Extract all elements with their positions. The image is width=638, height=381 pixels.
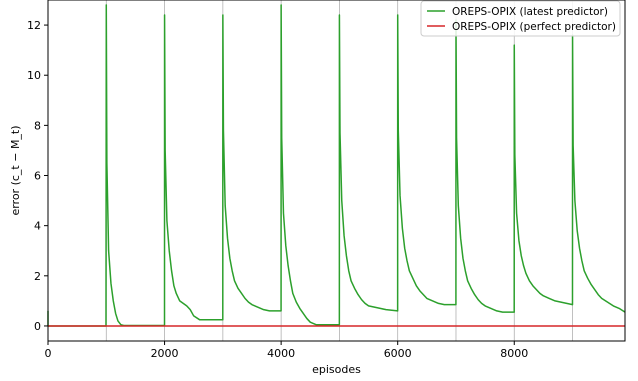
y-tick-label: 12	[27, 19, 41, 32]
x-axis-label: episodes	[312, 363, 361, 376]
legend: OREPS-OPIX (latest predictor) OREPS-OPIX …	[421, 1, 620, 36]
y-tick-label: 8	[34, 119, 41, 132]
y-axis-ticks: 0 2 4 6 8 10 12	[27, 19, 48, 333]
legend-label: OREPS-OPIX (perfect predictor)	[452, 21, 616, 33]
y-axis-label: error (c_t − M_t)	[9, 125, 22, 215]
y-tick-label: 10	[27, 69, 41, 82]
x-tick-label: 8000	[500, 347, 528, 360]
y-tick-label: 6	[34, 170, 41, 183]
series-line-1	[48, 5, 625, 326]
y-tick-label: 0	[34, 320, 41, 333]
series-group	[48, 5, 625, 326]
x-tick-label: 6000	[384, 347, 412, 360]
x-axis-ticks: 0 2000 4000 6000 8000	[45, 341, 529, 360]
legend-label: OREPS-OPIX (latest predictor)	[452, 6, 608, 18]
y-tick-label: 2	[34, 270, 41, 283]
y-tick-label: 4	[34, 220, 41, 233]
plot-frame	[48, 0, 625, 341]
x-tick-label: 4000	[267, 347, 295, 360]
x-tick-label: 2000	[151, 347, 179, 360]
x-tick-label: 0	[45, 347, 52, 360]
